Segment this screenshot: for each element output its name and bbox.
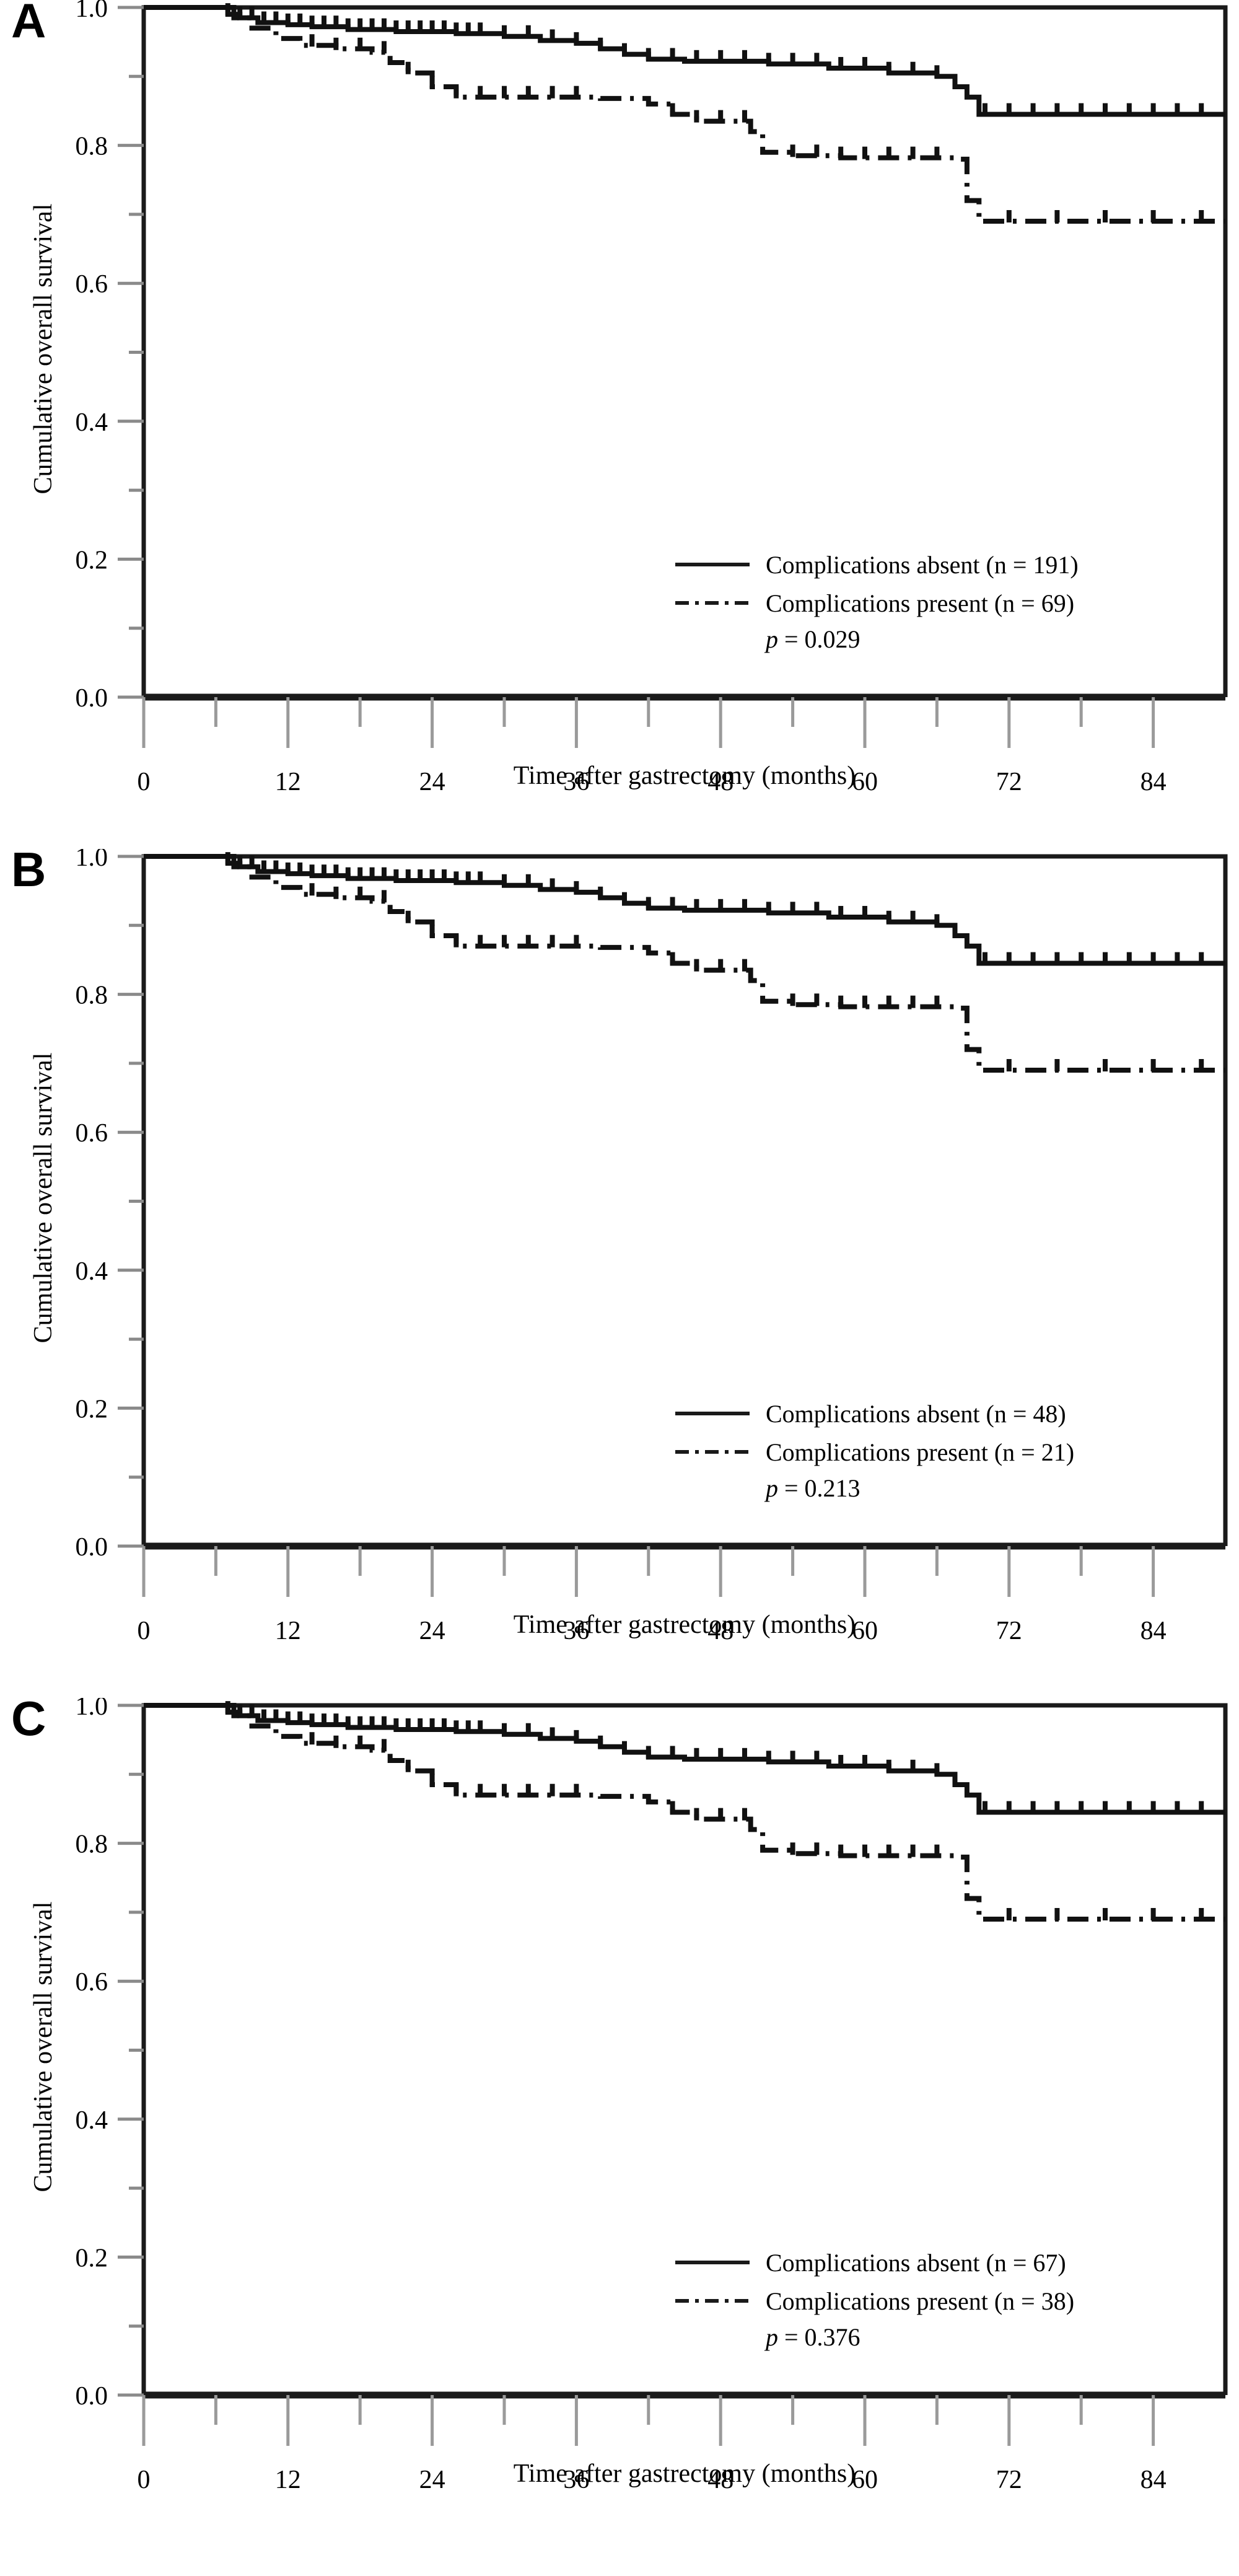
legend-label-present: Complications present (n = 69) [766, 589, 1075, 617]
y-tick-label: 0.4 [76, 1257, 108, 1286]
legend-row-absent: Complications absent (n = 191) [675, 545, 1079, 584]
legend-row-present: Complications present (n = 38) [675, 2282, 1074, 2320]
x-tick-label: 24 [419, 768, 445, 796]
x-tick-label: 24 [419, 2466, 445, 2494]
x-tick-label: 72 [996, 2466, 1022, 2494]
x-tick-label: 36 [563, 2466, 589, 2494]
panel-a-plot: 1.0 0.8 0.6 0.4 0.2 0.0 0 12 24 36 48 60 72 84 [76, 0, 1228, 796]
legend-label-absent: Complications absent (n = 67) [766, 2248, 1066, 2277]
x-tick-label: 48 [707, 768, 733, 796]
x-tick-label: 36 [563, 1617, 589, 1645]
x-tick-label: 0 [138, 1617, 151, 1645]
legend-row-present: Complications present (n = 69) [675, 584, 1079, 622]
y-tick-label: 0.0 [76, 684, 108, 713]
y-tick-label: 0.6 [76, 1968, 108, 1997]
pvalue-value: = 0.376 [778, 2323, 860, 2351]
x-tick-label: 60 [852, 1617, 878, 1645]
x-tick-label: 48 [707, 1617, 733, 1645]
panel-label-c: C [11, 1691, 46, 1746]
y-tick-label: 0.0 [76, 1533, 108, 1562]
legend-row-present: Complications present (n = 21) [675, 1433, 1074, 1471]
y-tick-label: 0.6 [76, 1119, 108, 1148]
panel-b-pvalue: p = 0.213 [766, 1474, 1074, 1503]
x-tick-label: 84 [1140, 768, 1167, 796]
x-tick-label: 84 [1140, 1617, 1167, 1645]
x-tick-label: 0 [138, 768, 151, 796]
x-tick-label: 12 [275, 768, 301, 796]
legend-key-dashdot-icon [675, 1450, 750, 1454]
pvalue-symbol: p [766, 2323, 778, 2351]
x-tick-label: 84 [1140, 2466, 1167, 2494]
x-tick-label: 24 [419, 1617, 445, 1645]
legend-row-absent: Complications absent (n = 48) [675, 1394, 1074, 1433]
y-tick-label: 1.0 [76, 1698, 108, 1721]
panel-c-pvalue: p = 0.376 [766, 2323, 1074, 2352]
y-tick-label: 1.0 [76, 0, 108, 23]
legend-label-present: Complications present (n = 38) [766, 2287, 1075, 2315]
legend-key-dashdot-icon [675, 2299, 750, 2303]
pvalue-value: = 0.029 [778, 625, 860, 653]
y-tick-label: 0.2 [76, 2244, 108, 2272]
legend-key-solid-icon [675, 563, 750, 566]
legend-label-present: Complications present (n = 21) [766, 1438, 1075, 1466]
legend-label-absent: Complications absent (n = 48) [766, 1399, 1066, 1428]
x-tick-label: 12 [275, 1617, 301, 1645]
y-tick-label: 0.6 [76, 270, 108, 299]
y-tick-label: 0.4 [76, 2106, 108, 2135]
survival-curve-absent [144, 5, 1225, 117]
pvalue-symbol: p [766, 625, 778, 653]
x-tick-label: 60 [852, 768, 878, 796]
y-tick-label: 1.0 [76, 849, 108, 872]
x-tick-label: 48 [707, 2466, 733, 2494]
legend-key-dashdot-icon [675, 601, 750, 605]
x-tick-label: 60 [852, 2466, 878, 2494]
panel-c-plot: 1.0 0.8 0.6 0.4 0.2 0.0 0 12 24 36 48 60 72 84 [76, 1698, 1228, 2494]
y-tick-label: 0.8 [76, 982, 108, 1010]
x-tick-label: 12 [275, 2466, 301, 2494]
legend-key-solid-icon [675, 1412, 750, 1415]
pvalue-symbol: p [766, 1474, 778, 1502]
panel-a-legend: Complications absent (n = 191) Complicat… [675, 545, 1079, 654]
survival-curve-absent [144, 854, 1225, 966]
panel-a: A 1.0 0.8 0.6 0.4 0.2 0.0 0 12 24 36 48 60 72 84 Cumu… [0, 0, 1239, 824]
panel-b-legend: Complications absent (n = 48) Complicati… [675, 1394, 1074, 1503]
panel-a-y-axis-title: Cumulative overall survival [29, 203, 58, 495]
panel-b: B 1.0 0.8 0.6 0.4 0.2 0.0 0 12 24 36 48 60 72 84 Cumu… [0, 845, 1239, 1673]
y-tick-label: 0.0 [76, 2382, 108, 2411]
panel-b-plot: 1.0 0.8 0.6 0.4 0.2 0.0 0 12 24 36 48 60 72 84 [76, 849, 1228, 1645]
panel-c-legend: Complications absent (n = 67) Complicati… [675, 2243, 1074, 2352]
y-tick-label: 0.4 [76, 408, 108, 437]
x-tick-label: 72 [996, 768, 1022, 796]
y-tick-label: 0.8 [76, 1831, 108, 1859]
legend-row-absent: Complications absent (n = 67) [675, 2243, 1074, 2282]
panel-c-x-axis-title: Time after gastrectomy (months) [513, 2460, 856, 2488]
panel-a-x-axis-title: Time after gastrectomy (months) [513, 762, 856, 790]
y-tick-label: 0.8 [76, 133, 108, 161]
panel-a-pvalue: p = 0.029 [766, 625, 1079, 654]
x-tick-label: 72 [996, 1617, 1022, 1645]
y-tick-label: 0.2 [76, 1395, 108, 1423]
panel-b-x-axis-title: Time after gastrectomy (months) [513, 1611, 856, 1639]
panel-c-y-axis-title: Cumulative overall survival [29, 1901, 58, 2192]
x-tick-label: 0 [138, 2466, 151, 2494]
panel-label-b: B [11, 842, 46, 897]
x-tick-label: 36 [563, 768, 589, 796]
legend-key-solid-icon [675, 2261, 750, 2264]
pvalue-value: = 0.213 [778, 1474, 860, 1502]
y-tick-label: 0.2 [76, 546, 108, 574]
panel-label-a: A [11, 0, 46, 48]
legend-label-absent: Complications absent (n = 191) [766, 550, 1079, 579]
panel-b-y-axis-title: Cumulative overall survival [29, 1052, 58, 1343]
survival-curve-absent [144, 1703, 1225, 1815]
panel-c: C 1.0 0.8 0.6 0.4 0.2 0.0 0 12 24 36 48 60 72 84 Cumu… [0, 1694, 1239, 2522]
